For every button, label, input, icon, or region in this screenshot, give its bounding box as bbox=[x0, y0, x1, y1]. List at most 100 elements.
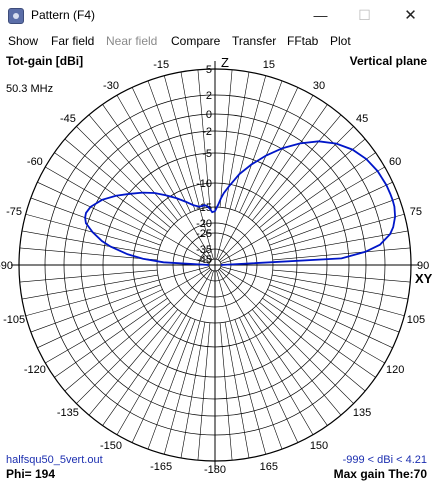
angle-tick-label: 60 bbox=[389, 156, 401, 168]
radial-tick-label: 0 bbox=[206, 109, 212, 121]
quantity-label: Tot-gain [dBi] bbox=[6, 54, 84, 68]
angle-tick-label: 45 bbox=[356, 113, 368, 125]
angle-tick-label: 30 bbox=[313, 80, 325, 92]
angle-tick-label: 105 bbox=[407, 314, 425, 326]
grid-spoke bbox=[88, 309, 178, 416]
grid-spoke bbox=[272, 269, 411, 283]
grid-spoke bbox=[272, 274, 409, 300]
grid-spoke bbox=[88, 114, 178, 221]
grid-spoke bbox=[25, 266, 210, 317]
gain-range: -999 < dBi < 4.21 bbox=[342, 454, 427, 466]
grid-spoke bbox=[234, 80, 283, 211]
angle-tick-label: -105 bbox=[3, 314, 25, 326]
grid-spoke bbox=[102, 312, 182, 426]
grid-spoke bbox=[131, 317, 191, 443]
menu-show[interactable]: Show bbox=[8, 34, 39, 48]
xy-axis-label: XY bbox=[415, 271, 433, 286]
grid-spoke bbox=[248, 104, 328, 218]
grid-spoke bbox=[267, 289, 393, 349]
grid-spoke bbox=[64, 138, 171, 228]
grid-spoke bbox=[21, 230, 158, 256]
menu-transfer[interactable]: Transfer bbox=[232, 34, 277, 48]
menu-near-field[interactable]: Near field bbox=[106, 34, 158, 48]
angle-tick-label: 120 bbox=[386, 364, 404, 376]
grid-spoke bbox=[220, 267, 385, 364]
max-gain-label: Max gain The:70 bbox=[333, 467, 427, 481]
grid-spoke bbox=[219, 269, 354, 404]
grid-spoke bbox=[147, 319, 196, 450]
grid-spoke bbox=[262, 298, 376, 378]
grid-spoke bbox=[45, 267, 210, 364]
title-bar: Pattern (F4) — ☐ ✕ bbox=[0, 0, 433, 32]
radial-tick-label: -2 bbox=[202, 126, 212, 138]
angle-tick-label: -15 bbox=[153, 59, 169, 71]
angle-tick-label: -120 bbox=[24, 364, 46, 376]
grid-spoke bbox=[239, 317, 299, 443]
radial-tick-label: -20 bbox=[196, 218, 212, 230]
grid-spoke bbox=[272, 247, 411, 261]
grid-spoke bbox=[269, 197, 400, 246]
menu-compare[interactable]: Compare bbox=[171, 34, 221, 48]
grid-spoke bbox=[216, 75, 267, 260]
radial-tick-label: -35 bbox=[196, 244, 212, 256]
grid-spoke bbox=[116, 95, 213, 260]
angle-tick-label: -180 bbox=[204, 464, 226, 476]
grid-spoke bbox=[76, 126, 211, 261]
angle-tick-label: 150 bbox=[310, 440, 328, 452]
grid-spoke bbox=[76, 269, 211, 404]
minimize-button[interactable]: — bbox=[313, 7, 328, 23]
radial-tick-label: 5 bbox=[206, 64, 212, 76]
grid-spoke bbox=[19, 269, 158, 283]
angle-tick-label: -75 bbox=[6, 206, 22, 218]
angle-tick-label: 90 bbox=[417, 260, 429, 272]
grid-spoke bbox=[163, 75, 214, 260]
menu-far-field[interactable]: Far field bbox=[51, 34, 95, 48]
angle-tick-label: -135 bbox=[57, 407, 79, 419]
angle-tick-label: 75 bbox=[410, 206, 422, 218]
grid-spoke bbox=[219, 126, 354, 261]
grid-spoke bbox=[180, 322, 206, 459]
menu-fftab[interactable]: FFtab bbox=[287, 34, 319, 48]
close-button[interactable]: ✕ bbox=[404, 7, 417, 24]
menu-bar: Show Far field Near field Compare Transf… bbox=[0, 31, 433, 51]
grid-spoke bbox=[197, 322, 211, 461]
phi-label: Phi= 194 bbox=[6, 467, 56, 481]
grid-spoke bbox=[102, 104, 182, 218]
grid-spoke bbox=[267, 181, 393, 241]
angle-tick-label: -60 bbox=[27, 156, 43, 168]
radial-tick-label: 2 bbox=[206, 90, 212, 102]
grid-spoke bbox=[21, 274, 158, 300]
grid-spoke bbox=[224, 322, 250, 459]
grid-spoke bbox=[220, 213, 405, 264]
grid-spoke bbox=[163, 270, 214, 455]
angle-tick-label: 165 bbox=[260, 461, 278, 473]
grid-spoke bbox=[30, 197, 161, 246]
maximize-button[interactable]: ☐ bbox=[358, 7, 371, 23]
grid-spoke bbox=[54, 298, 168, 378]
grid-spoke bbox=[180, 71, 206, 208]
window-title: Pattern (F4) bbox=[31, 8, 96, 22]
grid-spoke bbox=[37, 181, 163, 241]
grid-spoke bbox=[216, 270, 267, 455]
grid-spoke bbox=[259, 302, 366, 392]
grid-spoke bbox=[239, 87, 299, 213]
menu-plot[interactable]: Plot bbox=[330, 34, 351, 48]
gain-pattern-line bbox=[84, 140, 397, 266]
angle-tick-label: -150 bbox=[100, 440, 122, 452]
grid-spoke bbox=[220, 266, 405, 317]
grid-spoke bbox=[269, 284, 400, 333]
angle-tick-label: 15 bbox=[263, 59, 275, 71]
pattern-plot-area: -180-165-150-135-120-105-90-75-60-45-30-… bbox=[0, 51, 433, 483]
grid-spoke bbox=[131, 87, 191, 213]
grid-spoke bbox=[64, 302, 171, 392]
grid-spoke bbox=[116, 270, 213, 435]
grid-spoke bbox=[217, 270, 314, 435]
angle-tick-label: -45 bbox=[60, 113, 76, 125]
radial-tick-label: -25 bbox=[196, 228, 212, 240]
grid-spoke bbox=[220, 166, 385, 263]
angle-tick-label: -90 bbox=[0, 260, 13, 272]
grid-spoke bbox=[272, 230, 409, 256]
pattern-app-icon[interactable] bbox=[8, 8, 24, 24]
grid-spoke bbox=[219, 322, 233, 461]
polar-chart: -180-165-150-135-120-105-90-75-60-45-30-… bbox=[0, 55, 433, 476]
